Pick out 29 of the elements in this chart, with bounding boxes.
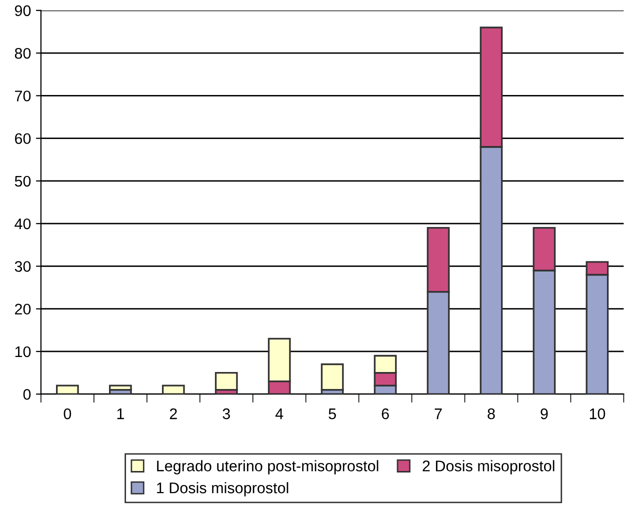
legend-label: 2 Dosis misoprostol xyxy=(422,460,554,474)
legend-label: 1 Dosis misoprostol xyxy=(157,482,288,496)
y-tick-label: 10 xyxy=(15,346,31,358)
x-tick-label: 4 xyxy=(275,408,284,420)
bar xyxy=(320,363,344,391)
x-tick-label: 7 xyxy=(434,408,442,420)
bar xyxy=(56,384,79,394)
bar xyxy=(214,372,238,391)
y-tick-label: 50 xyxy=(14,176,31,187)
y-tick-label: 60 xyxy=(15,133,31,144)
y-tick-label: 70 xyxy=(15,90,31,102)
bar xyxy=(162,384,185,394)
x-tick-label: 8 xyxy=(488,408,495,420)
y-tick-label: 0 xyxy=(23,388,31,400)
legend-label: Legrado uterino post-misoprostol xyxy=(157,460,378,474)
x-tick-label: 0 xyxy=(64,408,72,420)
y-tick-label: 40 xyxy=(14,218,31,230)
y-tick-label: 30 xyxy=(14,261,31,272)
x-tick-label: 2 xyxy=(170,408,177,420)
x-tick-label: 3 xyxy=(222,408,230,420)
x-tick-label: 5 xyxy=(328,408,336,420)
y-tick-label: 90 xyxy=(14,5,31,16)
bar xyxy=(108,384,132,391)
x-tick-label: 6 xyxy=(382,408,389,420)
x-tick-label: 9 xyxy=(540,408,548,420)
x-tick-label: 10 xyxy=(590,408,606,420)
y-tick-label: 80 xyxy=(14,48,31,59)
x-tick-label: 1 xyxy=(117,408,124,420)
y-tick-label: 20 xyxy=(15,304,31,315)
